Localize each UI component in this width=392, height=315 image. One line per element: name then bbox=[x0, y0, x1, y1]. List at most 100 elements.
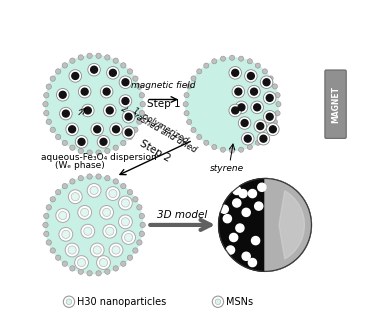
Circle shape bbox=[46, 240, 51, 245]
Circle shape bbox=[262, 69, 267, 74]
Circle shape bbox=[84, 227, 92, 235]
Circle shape bbox=[236, 224, 244, 232]
Circle shape bbox=[183, 102, 188, 107]
Circle shape bbox=[119, 76, 132, 89]
Circle shape bbox=[82, 104, 94, 117]
Circle shape bbox=[197, 69, 202, 74]
Circle shape bbox=[91, 123, 103, 135]
Circle shape bbox=[122, 79, 129, 86]
Circle shape bbox=[81, 224, 95, 238]
Circle shape bbox=[272, 119, 278, 124]
Circle shape bbox=[70, 58, 75, 63]
Circle shape bbox=[96, 174, 101, 179]
Circle shape bbox=[113, 145, 118, 150]
Circle shape bbox=[133, 76, 138, 81]
Circle shape bbox=[215, 299, 221, 305]
Circle shape bbox=[118, 215, 132, 229]
Circle shape bbox=[46, 205, 51, 210]
Circle shape bbox=[239, 190, 247, 198]
Circle shape bbox=[242, 252, 250, 261]
Circle shape bbox=[122, 218, 129, 226]
Circle shape bbox=[78, 269, 83, 274]
Circle shape bbox=[43, 222, 48, 228]
Circle shape bbox=[263, 111, 276, 123]
Circle shape bbox=[276, 102, 281, 107]
Circle shape bbox=[60, 107, 72, 120]
Circle shape bbox=[269, 126, 276, 133]
Circle shape bbox=[113, 58, 118, 63]
Circle shape bbox=[62, 110, 69, 117]
Circle shape bbox=[197, 135, 202, 140]
Circle shape bbox=[70, 179, 75, 184]
Circle shape bbox=[59, 91, 66, 98]
Text: H30 nanoparticles: H30 nanoparticles bbox=[77, 297, 166, 307]
Circle shape bbox=[122, 126, 135, 139]
Circle shape bbox=[87, 174, 92, 179]
Circle shape bbox=[255, 63, 260, 68]
Circle shape bbox=[230, 233, 238, 242]
Circle shape bbox=[46, 84, 51, 89]
Circle shape bbox=[249, 259, 256, 266]
Circle shape bbox=[212, 296, 223, 307]
Circle shape bbox=[139, 111, 145, 116]
Circle shape bbox=[220, 147, 225, 152]
Circle shape bbox=[250, 88, 258, 95]
Circle shape bbox=[62, 63, 67, 68]
Circle shape bbox=[81, 88, 88, 95]
Circle shape bbox=[139, 213, 145, 219]
Circle shape bbox=[65, 243, 79, 257]
Circle shape bbox=[68, 246, 76, 254]
Circle shape bbox=[110, 123, 122, 135]
Circle shape bbox=[103, 224, 117, 238]
Circle shape bbox=[137, 240, 142, 245]
Circle shape bbox=[46, 119, 51, 124]
Circle shape bbox=[239, 147, 244, 152]
Circle shape bbox=[78, 55, 83, 60]
Circle shape bbox=[239, 56, 244, 61]
Circle shape bbox=[140, 222, 145, 228]
Circle shape bbox=[248, 85, 260, 98]
Circle shape bbox=[140, 101, 145, 107]
Circle shape bbox=[96, 150, 101, 155]
Circle shape bbox=[262, 135, 267, 140]
Circle shape bbox=[62, 230, 70, 238]
Circle shape bbox=[44, 93, 49, 98]
Circle shape bbox=[87, 271, 92, 276]
Text: 3D model: 3D model bbox=[158, 210, 208, 220]
Circle shape bbox=[103, 104, 116, 117]
Text: 2, washed and dried: 2, washed and dried bbox=[119, 104, 198, 154]
Circle shape bbox=[44, 231, 49, 237]
Circle shape bbox=[112, 246, 120, 254]
Circle shape bbox=[78, 175, 83, 181]
Circle shape bbox=[125, 233, 132, 242]
Circle shape bbox=[220, 205, 228, 213]
Circle shape bbox=[56, 134, 61, 140]
Circle shape bbox=[133, 127, 138, 132]
Circle shape bbox=[127, 69, 132, 74]
Circle shape bbox=[125, 113, 132, 120]
Circle shape bbox=[69, 126, 76, 133]
Circle shape bbox=[100, 138, 107, 145]
Circle shape bbox=[229, 66, 241, 79]
Circle shape bbox=[251, 101, 263, 114]
Circle shape bbox=[84, 107, 91, 114]
Circle shape bbox=[263, 92, 276, 104]
Circle shape bbox=[93, 246, 101, 254]
Circle shape bbox=[220, 56, 225, 61]
Circle shape bbox=[258, 183, 266, 192]
Circle shape bbox=[105, 148, 110, 154]
Circle shape bbox=[75, 135, 88, 148]
Circle shape bbox=[229, 148, 235, 153]
Circle shape bbox=[94, 126, 101, 133]
Circle shape bbox=[119, 95, 132, 107]
Circle shape bbox=[90, 243, 104, 257]
Circle shape bbox=[106, 227, 114, 235]
Circle shape bbox=[191, 76, 196, 81]
Circle shape bbox=[272, 84, 278, 89]
Circle shape bbox=[229, 55, 235, 60]
Circle shape bbox=[133, 248, 138, 253]
Circle shape bbox=[74, 256, 89, 269]
Circle shape bbox=[241, 120, 248, 126]
Circle shape bbox=[247, 59, 252, 64]
Circle shape bbox=[229, 104, 241, 117]
